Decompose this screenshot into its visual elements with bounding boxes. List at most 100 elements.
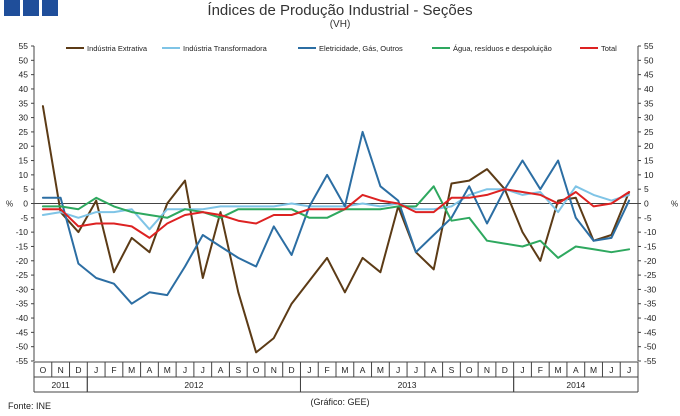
- x-tick-label: O: [40, 365, 47, 375]
- x-tick-label: A: [431, 365, 437, 375]
- x-tick-label: A: [218, 365, 224, 375]
- logo: [4, 0, 58, 16]
- x-tick-label: M: [377, 365, 384, 375]
- y-tick-label-left: -10: [16, 227, 29, 237]
- x-tick-label: J: [307, 365, 311, 375]
- y-tick-label-left: 45: [19, 70, 29, 80]
- y-tick-label-right: 45: [644, 70, 654, 80]
- x-tick-label: J: [201, 365, 205, 375]
- y-tick-label-left: -15: [16, 241, 29, 251]
- x-tick-label: N: [58, 365, 64, 375]
- x-tick-label: F: [538, 365, 543, 375]
- y-tick-label-right: 15: [644, 156, 654, 166]
- legend-label: Total: [601, 44, 617, 53]
- y-tick-label-right: -45: [644, 327, 657, 337]
- x-tick-label: A: [360, 365, 366, 375]
- y-tick-label-right: 10: [644, 170, 654, 180]
- y-tick-label-left: 30: [19, 113, 29, 123]
- x-tick-label: J: [396, 365, 400, 375]
- y-tick-label-right: -50: [644, 342, 657, 352]
- x-tick-label: J: [609, 365, 613, 375]
- source-note: Fonte: INE: [8, 401, 52, 411]
- y-tick-label-left: 55: [19, 41, 29, 51]
- series-line: [41, 185, 631, 231]
- x-tick-label: J: [520, 365, 524, 375]
- y-axis-label-left: %: [6, 200, 13, 209]
- x-year-label: 2014: [566, 380, 585, 390]
- chart-title: Índices de Produção Industrial - Seções: [207, 2, 473, 19]
- y-axis-label-right: %: [671, 200, 678, 209]
- x-tick-label: M: [128, 365, 135, 375]
- y-tick-label-left: 0: [23, 199, 28, 209]
- credit-note: (Gráfico: GEE): [310, 397, 370, 407]
- y-tick-label-right: 50: [644, 55, 654, 65]
- x-tick-label: J: [414, 365, 418, 375]
- x-tick-label: O: [253, 365, 260, 375]
- y-tick-label-right: -25: [644, 270, 657, 280]
- y-tick-label-right: 35: [644, 98, 654, 108]
- y-tick-label-right: -40: [644, 313, 657, 323]
- legend-label: Eletricidade, Gás, Outros: [319, 44, 403, 53]
- series-line: [41, 130, 631, 305]
- y-tick-label-right: -30: [644, 284, 657, 294]
- x-tick-label: J: [627, 365, 631, 375]
- x-tick-label: A: [147, 365, 153, 375]
- x-tick-label: S: [235, 365, 241, 375]
- y-tick-label-left: -30: [16, 284, 29, 294]
- x-tick-label: J: [183, 365, 187, 375]
- y-tick-label-left: 10: [19, 170, 29, 180]
- legend-label: Indústria Transformadora: [183, 44, 268, 53]
- y-tick-label-right: 55: [644, 41, 654, 51]
- y-tick-label-left: -35: [16, 299, 29, 309]
- legend-label: Indústria Extrativa: [87, 44, 148, 53]
- y-tick-label-left: -5: [20, 213, 28, 223]
- series-line: [41, 188, 631, 239]
- y-tick-label-left: 50: [19, 55, 29, 65]
- y-tick-label-right: 0: [644, 199, 649, 209]
- y-tick-label-left: -55: [16, 356, 29, 366]
- y-tick-label-right: -5: [644, 213, 652, 223]
- y-tick-label-right: -15: [644, 241, 657, 251]
- y-tick-label-left: -25: [16, 270, 29, 280]
- y-tick-label-left: 25: [19, 127, 29, 137]
- x-tick-label: M: [341, 365, 348, 375]
- y-tick-label-right: 5: [644, 184, 649, 194]
- y-tick-label-right: 25: [644, 127, 654, 137]
- logo-square: [23, 0, 39, 16]
- x-tick-label: M: [164, 365, 171, 375]
- legend-label: Água, resíduos e despoluição: [453, 44, 552, 53]
- series-line: [41, 185, 631, 259]
- x-tick-label: J: [94, 365, 98, 375]
- chart-subtitle: (VH): [329, 19, 351, 30]
- series-line: [41, 105, 631, 354]
- x-tick-label: M: [590, 365, 597, 375]
- logo-square: [4, 0, 20, 16]
- y-tick-label-left: 35: [19, 98, 29, 108]
- y-tick-label-left: 40: [19, 84, 29, 94]
- y-tick-label-left: -20: [16, 256, 29, 266]
- x-tick-label: D: [75, 365, 81, 375]
- y-tick-label-right: 40: [644, 84, 654, 94]
- x-tick-label: S: [449, 365, 455, 375]
- y-tick-label-left: 20: [19, 141, 29, 151]
- y-tick-label-right: -55: [644, 356, 657, 366]
- y-tick-label-left: -40: [16, 313, 29, 323]
- x-tick-label: O: [466, 365, 473, 375]
- y-tick-label-left: 5: [23, 184, 28, 194]
- y-tick-label-left: -50: [16, 342, 29, 352]
- x-tick-label: A: [573, 365, 579, 375]
- x-year-label: 2012: [184, 380, 203, 390]
- x-tick-label: D: [502, 365, 508, 375]
- y-tick-label-right: 20: [644, 141, 654, 151]
- y-tick-label-right: -35: [644, 299, 657, 309]
- y-tick-label-right: -20: [644, 256, 657, 266]
- x-tick-label: N: [271, 365, 277, 375]
- y-tick-label-left: 15: [19, 156, 29, 166]
- logo-square: [42, 0, 58, 16]
- x-year-label: 2013: [398, 380, 417, 390]
- y-tick-label-left: -45: [16, 327, 29, 337]
- y-tick-label-right: -10: [644, 227, 657, 237]
- x-tick-label: F: [111, 365, 116, 375]
- x-year-label: 2011: [52, 380, 71, 390]
